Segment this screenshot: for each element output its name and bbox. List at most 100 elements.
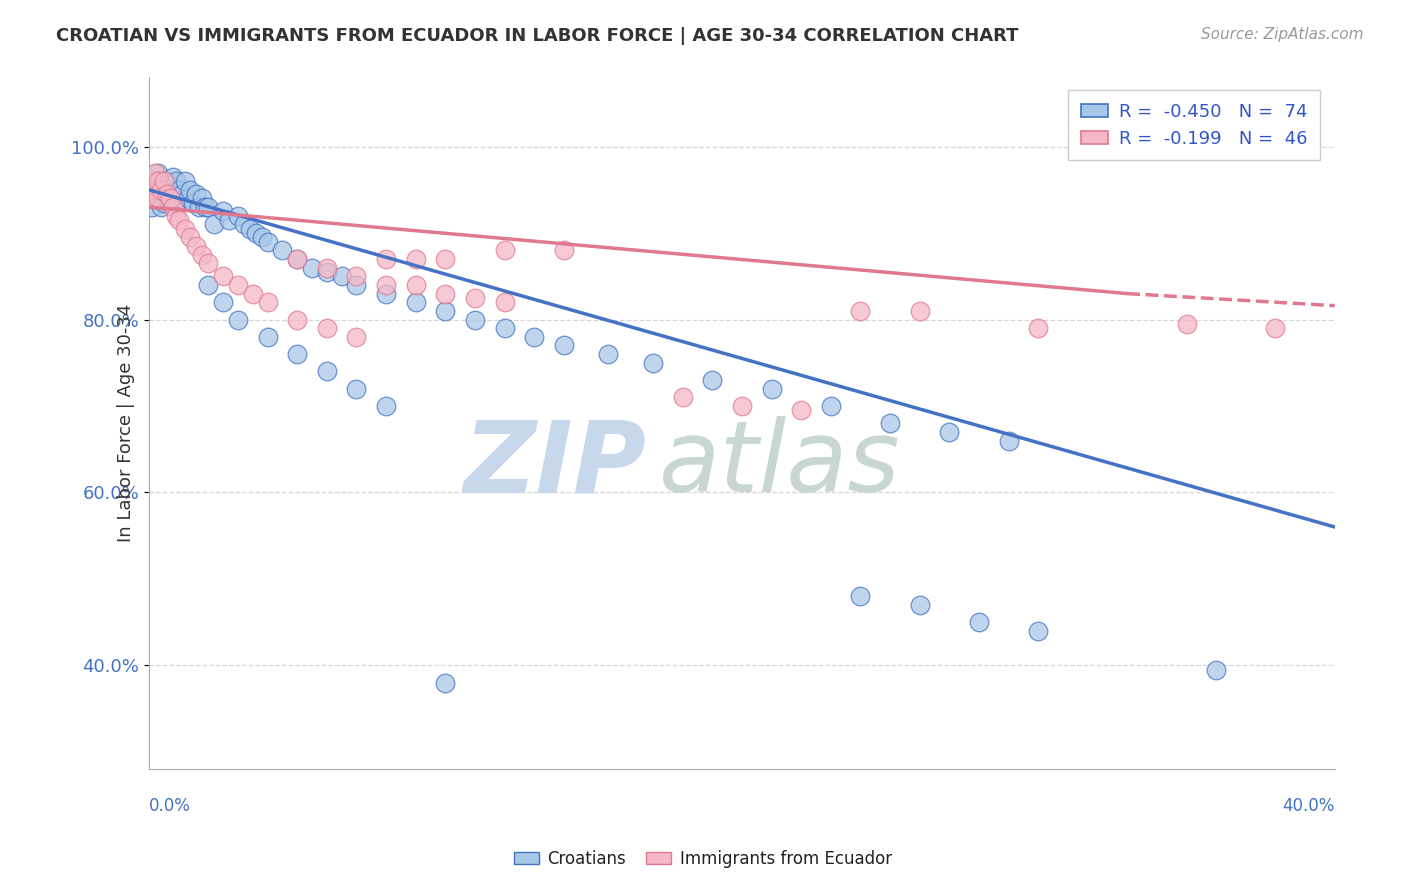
Point [232, 218, 254, 232]
Point [598, 347, 620, 361]
Point [271, 244, 294, 258]
Point [464, 291, 486, 305]
Point [156, 174, 179, 188]
Point [256, 330, 278, 344]
Point [170, 187, 193, 202]
Point [186, 239, 208, 253]
Point [315, 265, 337, 279]
Point [226, 277, 249, 292]
Point [149, 200, 172, 214]
Point [315, 260, 337, 275]
Point [494, 295, 516, 310]
Point [1175, 317, 1198, 331]
Text: ZIP: ZIP [464, 417, 647, 513]
Point [226, 312, 249, 326]
Point [141, 200, 163, 214]
Point [330, 269, 353, 284]
Point [731, 399, 754, 413]
Point [159, 192, 181, 206]
Y-axis label: In Labor Force | Age 30-34: In Labor Force | Age 30-34 [117, 304, 135, 542]
Point [405, 277, 427, 292]
Point [494, 321, 516, 335]
Point [156, 192, 179, 206]
Point [285, 312, 308, 326]
Point [285, 347, 308, 361]
Point [191, 248, 214, 262]
Point [197, 277, 219, 292]
Point [405, 252, 427, 266]
Point [346, 382, 368, 396]
Point [242, 286, 264, 301]
Point [375, 277, 398, 292]
Point [143, 192, 166, 206]
Point [162, 192, 184, 206]
Point [1026, 321, 1049, 335]
Point [761, 382, 783, 396]
Text: Source: ZipAtlas.com: Source: ZipAtlas.com [1201, 27, 1364, 42]
Point [141, 174, 163, 188]
Point [434, 675, 457, 690]
Point [250, 230, 273, 244]
Point [671, 390, 693, 404]
Point [143, 165, 166, 179]
Point [1205, 663, 1227, 677]
Point [152, 195, 174, 210]
Point [301, 260, 323, 275]
Point [202, 218, 225, 232]
Point [191, 192, 214, 206]
Point [997, 434, 1019, 448]
Point [405, 295, 427, 310]
Point [173, 221, 195, 235]
Point [188, 200, 211, 214]
Point [256, 295, 278, 310]
Point [146, 174, 169, 188]
Point [149, 174, 172, 188]
Point [464, 312, 486, 326]
Point [434, 286, 457, 301]
Point [146, 192, 169, 206]
Text: CROATIAN VS IMMIGRANTS FROM ECUADOR IN LABOR FORCE | AGE 30-34 CORRELATION CHART: CROATIAN VS IMMIGRANTS FROM ECUADOR IN L… [56, 27, 1019, 45]
Point [173, 174, 195, 188]
Point [226, 209, 249, 223]
Point [141, 183, 163, 197]
Point [212, 269, 235, 284]
Point [245, 226, 267, 240]
Point [315, 364, 337, 378]
Point [186, 187, 208, 202]
Point [494, 244, 516, 258]
Point [523, 330, 546, 344]
Point [553, 244, 575, 258]
Text: atlas: atlas [659, 417, 900, 513]
Point [239, 221, 262, 235]
Point [434, 304, 457, 318]
Point [820, 399, 842, 413]
Point [179, 230, 201, 244]
Point [156, 187, 179, 202]
Point [143, 174, 166, 188]
Point [790, 403, 813, 417]
Point [212, 295, 235, 310]
Point [346, 330, 368, 344]
Legend: R =  -0.450   N =  74, R =  -0.199   N =  46: R = -0.450 N = 74, R = -0.199 N = 46 [1069, 90, 1320, 161]
Point [641, 356, 664, 370]
Point [285, 252, 308, 266]
Point [149, 187, 172, 202]
Point [149, 183, 172, 197]
Point [167, 213, 190, 227]
Point [849, 304, 872, 318]
Point [967, 615, 990, 629]
Point [194, 200, 217, 214]
Point [146, 183, 169, 197]
Point [152, 174, 174, 188]
Point [159, 195, 181, 210]
Point [434, 252, 457, 266]
Point [256, 235, 278, 249]
Point [879, 417, 901, 431]
Legend: Croatians, Immigrants from Ecuador: Croatians, Immigrants from Ecuador [508, 844, 898, 875]
Point [167, 183, 190, 197]
Point [165, 209, 187, 223]
Point [375, 286, 398, 301]
Point [908, 598, 931, 612]
Point [152, 178, 174, 193]
Point [218, 213, 240, 227]
